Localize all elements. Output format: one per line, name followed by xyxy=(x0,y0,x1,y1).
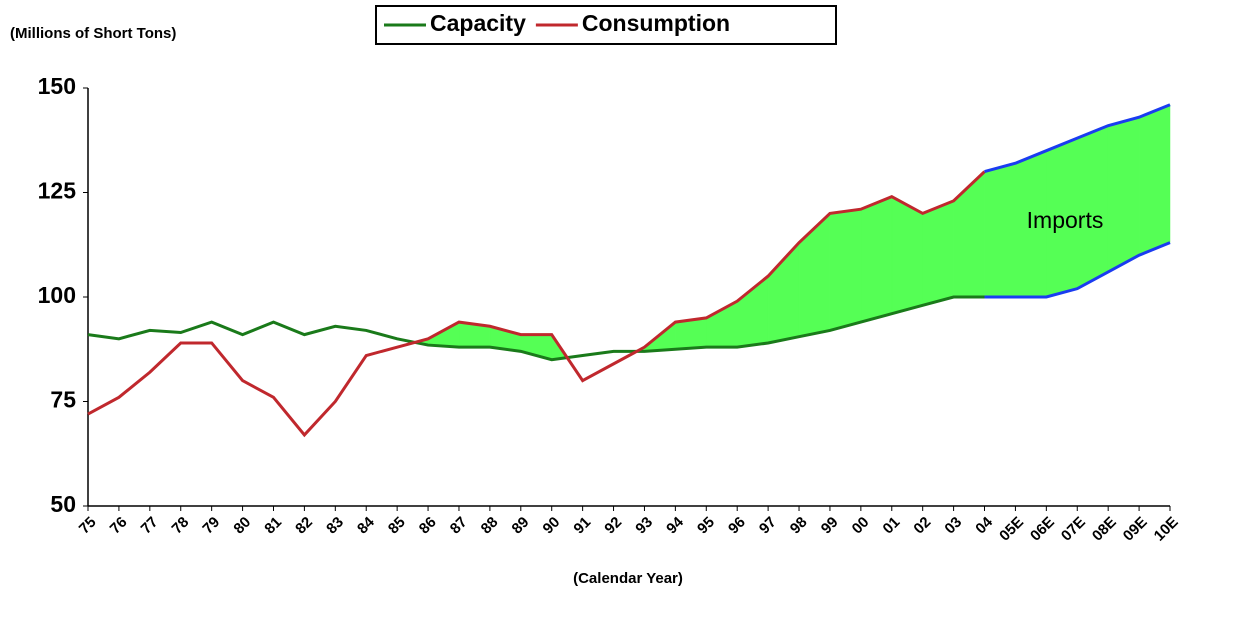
imports-area xyxy=(923,201,954,305)
imports-area xyxy=(830,209,861,330)
background xyxy=(0,0,1249,638)
x-axis-label: (Calendar Year) xyxy=(573,570,683,587)
y-axis-label: (Millions of Short Tons) xyxy=(10,25,176,42)
y-tick-label: 125 xyxy=(38,178,77,204)
legend-label: Capacity xyxy=(430,10,526,36)
y-tick-label: 100 xyxy=(38,282,76,308)
y-tick-label: 150 xyxy=(38,73,76,99)
imports-area xyxy=(892,197,923,314)
y-tick-label: 50 xyxy=(50,491,76,517)
y-tick-label: 75 xyxy=(50,387,76,413)
legend-label: Consumption xyxy=(582,10,730,36)
annotation: Imports xyxy=(1027,207,1104,233)
imports-area xyxy=(861,197,892,322)
imports-area xyxy=(1108,117,1139,272)
imports-area xyxy=(1139,105,1170,255)
chart: (Millions of Short Tons) (Calendar Year)… xyxy=(0,0,1249,638)
imports-area xyxy=(985,163,1016,297)
